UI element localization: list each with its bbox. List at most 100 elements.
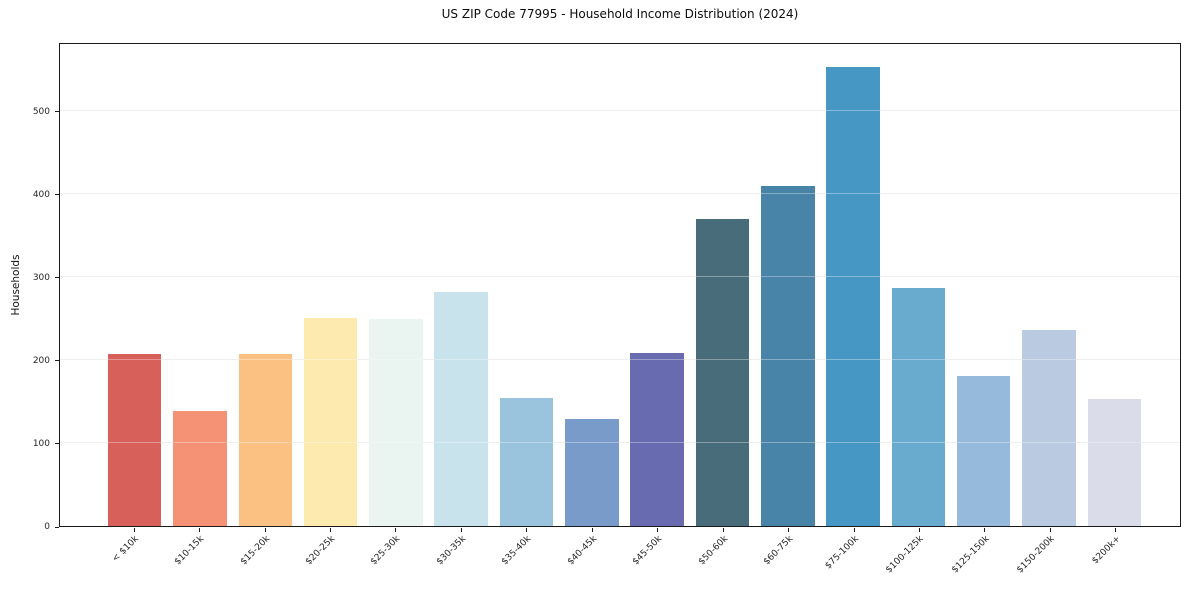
- x-tick-label: $125-150k: [950, 534, 992, 576]
- x-tick-mark: [526, 528, 528, 532]
- y-tick-label: 200: [32, 355, 50, 366]
- gridline-overlay: [60, 442, 1180, 444]
- bar-20-25k: [303, 318, 358, 526]
- x-tick-label: $15-20k: [238, 534, 272, 568]
- x-tick-label: < $10k: [110, 534, 141, 565]
- y-tick-label: 300: [32, 272, 50, 283]
- chart-title: US ZIP Code 77995 - Household Income Dis…: [441, 7, 799, 21]
- x-axis-cell: $30-35k: [428, 527, 493, 589]
- bar-40-45k: [565, 418, 619, 526]
- x-tick-mark: [788, 528, 790, 532]
- y-tick-mark: [55, 526, 59, 528]
- x-axis-cell: $45-50k: [625, 527, 690, 589]
- x-tick-label: $25-30k: [369, 534, 403, 568]
- y-tick-mark: [55, 194, 59, 196]
- x-axis-cell: $35-40k: [494, 527, 559, 589]
- bar-50-60k: [695, 218, 750, 526]
- y-tick-mark: [55, 443, 59, 445]
- gridline: [60, 442, 1180, 444]
- gridline-overlay: [60, 276, 1180, 278]
- y-tick-mark: [55, 360, 59, 362]
- x-axis-cell: $10-15k: [166, 527, 231, 589]
- bar-10-15k: [173, 410, 227, 526]
- bar-100-125k: [891, 287, 946, 526]
- x-tick-mark: [722, 528, 724, 532]
- bar-200k+: [1087, 398, 1142, 526]
- x-tick-mark: [853, 528, 855, 532]
- x-axis-cell: $200k+: [1083, 527, 1148, 589]
- x-axis-cell: $60-75k: [755, 527, 820, 589]
- x-tick-mark: [657, 528, 659, 532]
- y-tick-mark: [55, 111, 59, 113]
- x-axis-cell: $125-150k: [950, 527, 1017, 589]
- x-axis-cell: $75-100k: [821, 527, 886, 589]
- x-tick-label: $60-75k: [761, 534, 796, 568]
- bar-10k: [107, 354, 162, 526]
- gridline: [60, 359, 1180, 361]
- x-axis-cell: $15-20k: [232, 527, 297, 589]
- bar-slot: [102, 44, 167, 526]
- y-axis: 0 100 200 300 400 500: [0, 43, 59, 532]
- bar-25-30k: [369, 319, 423, 526]
- bar-150-200k: [1022, 330, 1076, 526]
- x-tick-mark: [1049, 528, 1051, 532]
- x-tick-label: $20-25k: [303, 534, 338, 568]
- y-tick-mark: [55, 277, 59, 279]
- x-tick-label: $35-40k: [500, 534, 534, 568]
- y-tick-label: 100: [32, 438, 50, 449]
- x-tick-mark: [264, 528, 266, 532]
- x-tick-mark: [984, 528, 986, 532]
- x-tick-mark: [199, 528, 201, 532]
- x-tick-mark: [460, 528, 462, 532]
- x-tick-label: $45-50k: [630, 534, 665, 568]
- bar-slot: [951, 44, 1016, 526]
- gridline-overlay: [60, 193, 1180, 195]
- x-tick-label: $100-125k: [884, 534, 927, 576]
- bar-slot: [820, 44, 885, 526]
- y-tick-label: 500: [32, 106, 50, 117]
- x-axis-cell: $100-125k: [884, 527, 951, 589]
- x-tick-label: $150-200k: [1015, 534, 1057, 576]
- bar-slot: [233, 44, 298, 526]
- bar-slot: [167, 44, 232, 526]
- x-tick-label: $10-15k: [172, 534, 207, 568]
- bar-75-100k: [826, 66, 880, 526]
- x-axis-cell: $25-30k: [363, 527, 428, 589]
- bar-slot: [625, 44, 690, 526]
- gridline: [60, 193, 1180, 195]
- bar-slot: [886, 44, 951, 526]
- bars-container: [60, 44, 1180, 526]
- x-tick-label: $40-45k: [565, 534, 599, 568]
- x-tick-label: $200k+: [1090, 534, 1123, 567]
- y-tick-label: 400: [32, 189, 50, 200]
- y-tick-label: 0: [44, 522, 50, 532]
- x-tick-mark: [330, 528, 332, 532]
- plot-area: [59, 43, 1181, 527]
- x-axis-cell: < $10k: [101, 527, 166, 589]
- gridline-overlay: [60, 110, 1180, 112]
- bar-slot: [494, 44, 559, 526]
- x-tick-mark: [591, 528, 593, 532]
- bar-45-50k: [630, 353, 684, 526]
- x-tick-mark: [918, 528, 920, 532]
- bar-60-75k: [761, 185, 815, 526]
- x-axis-cell: $150-200k: [1015, 527, 1082, 589]
- bar-slot: [559, 44, 624, 526]
- bar-slot: [429, 44, 494, 526]
- bar-slot: [298, 44, 363, 526]
- x-axis-cell: $50-60k: [690, 527, 755, 589]
- x-tick-mark: [133, 528, 135, 532]
- bar-slot: [690, 44, 755, 526]
- x-axis-cell: $20-25k: [297, 527, 362, 589]
- bar-35-40k: [499, 398, 554, 526]
- gridline: [60, 110, 1180, 112]
- x-axis: < $10k $10-15k $15-20k $20-25k $25-30k $30-35…: [59, 527, 1181, 589]
- x-tick-mark: [1115, 528, 1117, 532]
- gridline: [60, 276, 1180, 278]
- x-tick-label: $75-100k: [823, 534, 861, 572]
- gridline-overlay: [60, 359, 1180, 361]
- bar-slot: [363, 44, 428, 526]
- x-tick-mark: [395, 528, 397, 532]
- bar-15-20k: [238, 354, 293, 526]
